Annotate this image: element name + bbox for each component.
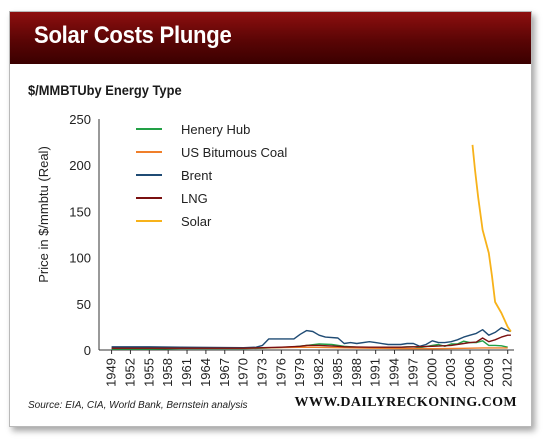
x-tick-label: 1958 [160, 358, 175, 387]
x-tick-label: 1991 [368, 358, 383, 387]
y-tick-label: 150 [69, 204, 91, 219]
y-tick-label: 50 [77, 297, 91, 312]
x-tick-label: 1994 [387, 358, 402, 387]
x-tick-label: 1955 [141, 358, 156, 387]
x-tick-label: 1952 [122, 358, 137, 387]
x-tick-label: 1979 [292, 358, 307, 387]
x-tick-label: 1997 [405, 358, 420, 387]
x-tick-label: 1970 [236, 358, 251, 387]
legend-label-us-bitumous-coal: US Bitumous Coal [181, 145, 287, 160]
title-banner: Solar Costs Plunge [10, 12, 531, 64]
source-note: Source: EIA, CIA, World Bank, Bernstein … [28, 400, 248, 411]
series-line-brent [111, 327, 512, 349]
legend-label-lng: LNG [181, 191, 208, 206]
legend-label-henery-hub: Henery Hub [181, 122, 250, 137]
x-tick-label: 1961 [179, 358, 194, 387]
x-tick-label: 1973 [254, 358, 269, 387]
y-tick-label: 250 [69, 112, 91, 127]
y-axis-label: Price in $/mmbtu (Real) [36, 146, 51, 283]
x-tick-label: 2012 [500, 358, 515, 387]
banner-title: Solar Costs Plunge [34, 22, 232, 49]
legend-label-brent: Brent [181, 168, 212, 183]
series-line-solar [471, 144, 512, 333]
x-tick-label: 1988 [349, 358, 364, 387]
site-url: WWW.DAILYRECKONING.COM [294, 395, 517, 410]
y-tick-label: 0 [84, 343, 91, 358]
x-tick-label: 2009 [481, 358, 496, 387]
chart-subtitle: $/MMBTUby Energy Type [28, 82, 182, 98]
x-tick-label: 2000 [424, 358, 439, 387]
legend-label-solar: Solar [181, 214, 212, 229]
x-tick-label: 1982 [311, 358, 326, 387]
x-tick-label: 1949 [104, 358, 119, 387]
x-tick-label: 1976 [273, 358, 288, 387]
y-tick-label: 200 [69, 158, 91, 173]
x-tick-label: 1985 [330, 358, 345, 387]
x-tick-label: 2006 [462, 358, 477, 387]
x-tick-label: 1967 [217, 358, 232, 387]
y-tick-label: 100 [69, 251, 91, 266]
x-tick-label: 2003 [443, 358, 458, 387]
line-chart: 0 50 100 150 200 250 1949 1952 1955 1958 1961 1964 1… [36, 112, 515, 387]
chart-card: Solar Costs Plunge $/MMBTUby Energy Type… [9, 11, 532, 427]
series-line-lng [111, 334, 511, 349]
x-tick-label: 1964 [198, 358, 213, 387]
